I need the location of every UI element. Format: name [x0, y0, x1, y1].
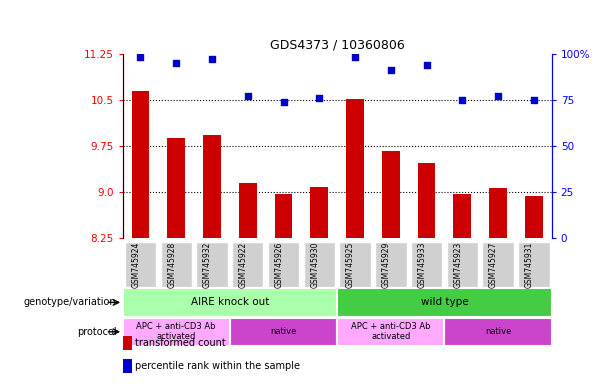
- Bar: [310, 187, 328, 238]
- Bar: [444, 318, 552, 346]
- Text: GSM745922: GSM745922: [238, 242, 248, 288]
- Bar: [340, 242, 371, 288]
- Text: genotype/variation: genotype/variation: [24, 297, 116, 308]
- Text: AIRE knock out: AIRE knock out: [191, 297, 269, 308]
- Bar: [125, 242, 156, 288]
- Text: GSM745926: GSM745926: [275, 242, 283, 288]
- Bar: [303, 242, 335, 288]
- Text: percentile rank within the sample: percentile rank within the sample: [135, 361, 300, 371]
- Bar: [482, 242, 514, 288]
- Point: [207, 56, 217, 62]
- Bar: [489, 188, 507, 238]
- Bar: [123, 336, 132, 350]
- Text: GSM745928: GSM745928: [167, 242, 177, 288]
- Text: GSM745927: GSM745927: [489, 242, 498, 288]
- Bar: [446, 242, 478, 288]
- Text: APC + anti-CD3 Ab
activated: APC + anti-CD3 Ab activated: [351, 322, 430, 341]
- Text: GSM745930: GSM745930: [310, 242, 319, 288]
- Bar: [196, 242, 228, 288]
- Bar: [239, 183, 257, 238]
- Point: [314, 95, 324, 101]
- Point: [278, 99, 289, 105]
- Point: [529, 97, 539, 103]
- Bar: [275, 194, 292, 238]
- Bar: [337, 318, 444, 346]
- Text: wild type: wild type: [421, 297, 468, 308]
- Point: [422, 62, 432, 68]
- Bar: [230, 318, 337, 346]
- Point: [386, 67, 396, 73]
- Text: GSM745932: GSM745932: [203, 242, 212, 288]
- Bar: [411, 242, 442, 288]
- Bar: [123, 359, 132, 373]
- Bar: [232, 242, 264, 288]
- Text: GSM745924: GSM745924: [131, 242, 140, 288]
- Bar: [268, 242, 299, 288]
- Point: [350, 55, 360, 61]
- Bar: [123, 288, 337, 317]
- Bar: [337, 288, 552, 317]
- Title: GDS4373 / 10360806: GDS4373 / 10360806: [270, 38, 405, 51]
- Text: GSM745923: GSM745923: [453, 242, 462, 288]
- Bar: [161, 242, 192, 288]
- Text: GSM745933: GSM745933: [417, 242, 427, 288]
- Bar: [123, 318, 230, 346]
- Bar: [167, 138, 185, 238]
- Text: GSM745925: GSM745925: [346, 242, 355, 288]
- Bar: [454, 194, 471, 238]
- Text: GSM745929: GSM745929: [382, 242, 391, 288]
- Point: [457, 97, 467, 103]
- Text: transformed count: transformed count: [135, 338, 226, 348]
- Bar: [417, 163, 435, 238]
- Bar: [346, 99, 364, 238]
- Text: GSM745931: GSM745931: [525, 242, 534, 288]
- Bar: [525, 196, 543, 238]
- Text: APC + anti-CD3 Ab
activated: APC + anti-CD3 Ab activated: [137, 322, 216, 341]
- Text: native: native: [485, 327, 511, 336]
- Bar: [203, 135, 221, 238]
- Point: [493, 93, 503, 99]
- Bar: [382, 151, 400, 238]
- Bar: [518, 242, 549, 288]
- Bar: [375, 242, 406, 288]
- Point: [243, 93, 253, 99]
- Text: native: native: [270, 327, 297, 336]
- Bar: [132, 91, 150, 238]
- Point: [172, 60, 181, 66]
- Point: [135, 55, 145, 61]
- Text: protocol: protocol: [77, 327, 116, 337]
